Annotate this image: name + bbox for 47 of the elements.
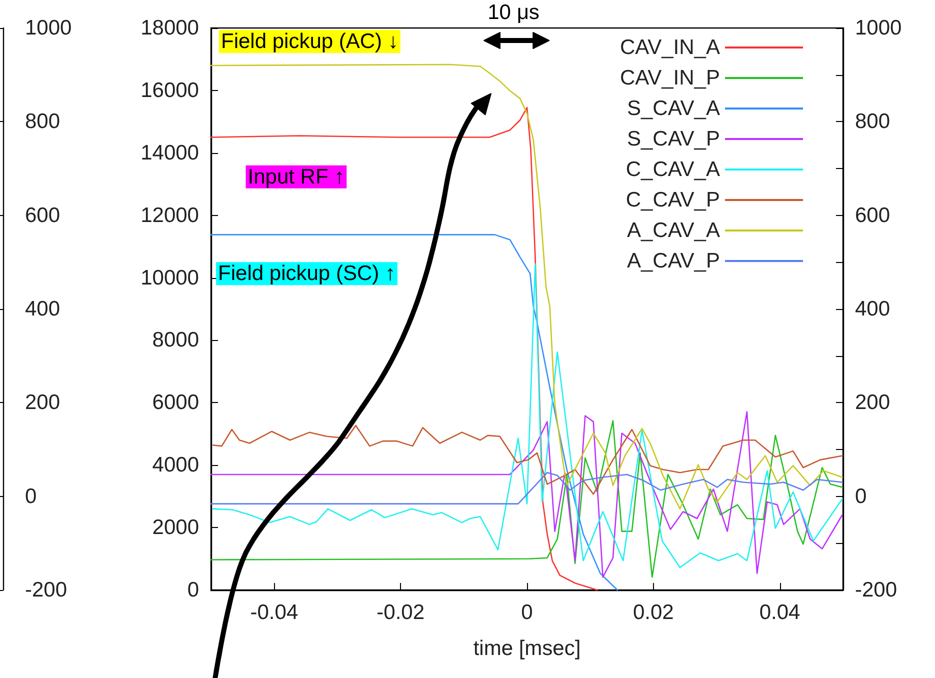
y3-tick-label: 800 [25,110,60,134]
y2-tick-label: 0 [855,484,867,508]
y3-tick-label: 200 [25,391,60,414]
y-tick-label: 6000 [152,391,199,414]
y-tick-label: 14000 [140,141,199,164]
y-tick-label: 8000 [152,328,199,352]
x-tick-label: -0.02 [376,601,425,624]
y3-tick-label: 0 [25,484,37,508]
x-tick-label: -0.04 [250,601,298,624]
y3-tick-label: 400 [25,298,60,320]
line-series [210,106,598,591]
y3-tick-label: 600 [25,204,60,227]
legend-label: CAV_IN_A [620,36,720,59]
y3-tick-label: -200 [25,578,68,602]
annotation: Field pickup (SC) ↑ [218,262,396,286]
legend-label: CAV_IN_P [620,66,720,90]
legend-label: S_CAV_A [627,97,720,120]
y2-tick-label: 600 [855,204,890,227]
y-tick-label: 10000 [140,266,199,290]
line-series [210,234,618,591]
line-series [212,424,844,495]
x-axis-title: time [msec] [473,637,581,660]
x-tick-label: 0.04 [759,601,801,624]
legend-label: S_CAV_P [627,128,720,150]
y2-tick-label: 1000 [855,16,902,40]
y-tick-label: 4000 [152,454,199,477]
annotation: Input RF ↑ [248,165,345,188]
annotation: Field pickup (AC) ↓ [221,30,398,53]
line-series [210,64,844,510]
legend-label: C_CAV_P [626,188,720,212]
text: 10 μs [488,1,540,24]
y2-tick-label: -200 [855,578,898,602]
legend-label: A_CAV_P [627,250,720,272]
y-tick-label: 2000 [152,516,199,540]
y-tick-label: 18000 [140,16,199,40]
y2-tick-label: 400 [855,298,890,320]
legend-label: C_CAV_A [626,158,720,181]
y2-tick-label: 800 [855,110,890,134]
y2-tick-label: 200 [855,391,890,414]
y-tick-label: 12000 [140,204,199,227]
x-tick-label: 0.02 [632,601,674,624]
legend-label: A_CAV_A [627,219,720,242]
y-tick-label: 16000 [140,78,199,102]
x-tick-label: 0 [521,601,533,624]
line-series [210,472,844,504]
y3-tick-label: 1000 [25,16,72,40]
y-tick-label: 0 [187,578,199,602]
